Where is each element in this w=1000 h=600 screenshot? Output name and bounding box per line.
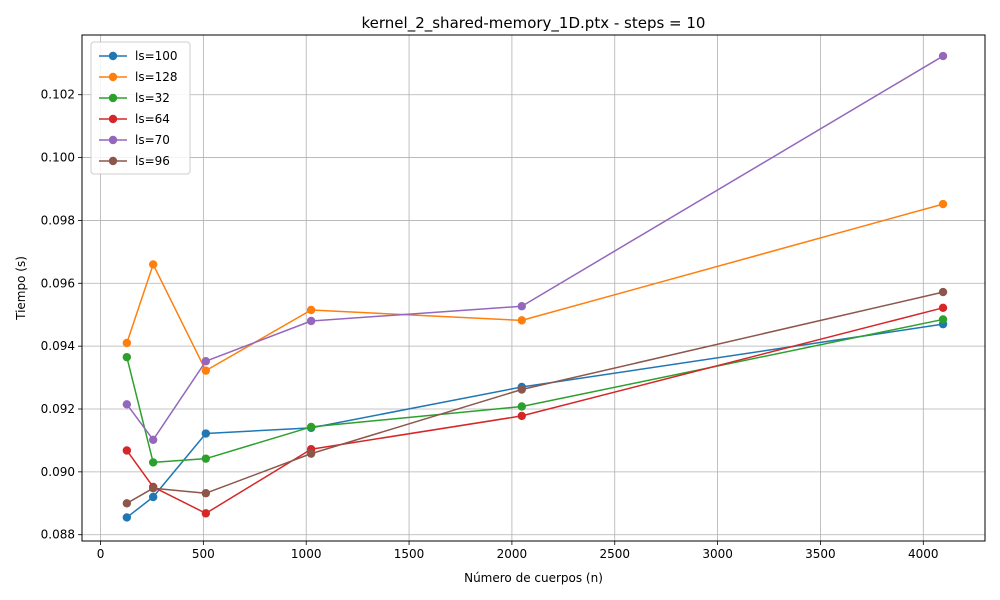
data-point bbox=[148, 260, 158, 269]
legend-marker bbox=[108, 114, 118, 124]
x-tick-label: 500 bbox=[192, 547, 215, 561]
data-point bbox=[517, 316, 526, 325]
data-point bbox=[517, 385, 526, 394]
data-point bbox=[122, 513, 132, 522]
data-point bbox=[306, 422, 316, 432]
data-point bbox=[201, 357, 211, 366]
data-point bbox=[306, 305, 316, 315]
data-point bbox=[517, 302, 526, 311]
series-ls-128 bbox=[122, 199, 948, 375]
data-point bbox=[938, 51, 948, 61]
grid bbox=[82, 35, 985, 541]
data-point bbox=[148, 492, 158, 502]
series-layer bbox=[122, 51, 948, 522]
legend-marker bbox=[108, 156, 118, 166]
legend-label: ls=32 bbox=[135, 91, 170, 105]
data-point bbox=[201, 366, 211, 375]
x-tick-label: 0 bbox=[97, 547, 105, 561]
data-point bbox=[306, 316, 316, 326]
data-point bbox=[306, 449, 316, 458]
data-point bbox=[201, 454, 211, 463]
legend-entry: ls=70 bbox=[99, 133, 170, 147]
series-ls-64 bbox=[122, 303, 948, 518]
data-point bbox=[938, 303, 948, 312]
x-tick-label: 1500 bbox=[394, 547, 425, 561]
data-point bbox=[148, 435, 158, 444]
legend-label: ls=64 bbox=[135, 112, 170, 126]
x-tick-label: 4000 bbox=[908, 547, 939, 561]
y-tick-label: 0.096 bbox=[41, 276, 75, 290]
data-point bbox=[201, 509, 211, 518]
plot-area-frame bbox=[81, 34, 986, 542]
legend-marker bbox=[108, 72, 118, 82]
data-point bbox=[148, 458, 158, 467]
y-tick-label: 0.102 bbox=[41, 88, 75, 102]
y-tick-label: 0.088 bbox=[41, 528, 75, 542]
data-point bbox=[517, 402, 526, 411]
chart-title: kernel_2_shared-memory_1D.ptx - steps = … bbox=[362, 14, 706, 33]
data-point bbox=[122, 446, 132, 455]
x-tick-label: 1000 bbox=[291, 547, 322, 561]
legend-entry: ls=128 bbox=[99, 70, 178, 84]
ticks: 0 500 1000 1500 2000 2500 3000 3500 4000 0.088 0.0… bbox=[41, 88, 939, 561]
legend-label: ls=100 bbox=[135, 49, 178, 63]
series-line bbox=[126, 318, 944, 464]
data-point bbox=[201, 489, 211, 498]
series-ls-70 bbox=[122, 51, 948, 444]
data-point bbox=[938, 315, 948, 324]
x-tick-label: 2500 bbox=[599, 547, 630, 561]
series-line bbox=[126, 291, 944, 504]
y-tick-label: 0.098 bbox=[41, 213, 75, 227]
legend-entry: ls=64 bbox=[99, 112, 170, 126]
legend-entry: ls=96 bbox=[99, 154, 170, 168]
series-line bbox=[126, 323, 944, 519]
x-tick-label: 2000 bbox=[497, 547, 528, 561]
y-axis-label: Tiempo (s) bbox=[14, 256, 28, 321]
data-point bbox=[201, 429, 211, 438]
y-tick-label: 0.094 bbox=[41, 339, 75, 353]
data-point bbox=[122, 352, 132, 362]
x-tick-label: 3000 bbox=[702, 547, 733, 561]
series-line bbox=[126, 55, 944, 441]
legend-marker bbox=[108, 135, 118, 145]
legend-label: ls=96 bbox=[135, 154, 170, 168]
series-ls-32 bbox=[122, 315, 948, 467]
legend-entry: ls=32 bbox=[99, 91, 170, 105]
x-tick-label: 3500 bbox=[805, 547, 836, 561]
legend-marker bbox=[108, 93, 118, 103]
legend: ls=100 ls=128 ls=32 ls=64 ls=70 ls=96 bbox=[90, 41, 191, 175]
legend-entry: ls=100 bbox=[99, 49, 178, 63]
y-tick-label: 0.090 bbox=[41, 465, 75, 479]
y-tick-label: 0.100 bbox=[41, 151, 75, 165]
x-axis-label: Número de cuerpos (n) bbox=[464, 571, 603, 585]
legend-label: ls=128 bbox=[135, 70, 178, 84]
data-point bbox=[122, 499, 132, 508]
data-point bbox=[122, 400, 132, 409]
series-line bbox=[126, 307, 944, 515]
series-ls-100 bbox=[122, 319, 948, 522]
series-ls-96 bbox=[122, 287, 948, 508]
legend-marker bbox=[108, 51, 118, 61]
legend-label: ls=70 bbox=[135, 133, 170, 147]
data-point bbox=[122, 338, 132, 348]
data-point bbox=[148, 484, 158, 493]
data-point bbox=[517, 411, 526, 421]
data-point bbox=[938, 199, 948, 209]
data-point bbox=[938, 287, 948, 297]
y-tick-label: 0.092 bbox=[41, 402, 75, 416]
